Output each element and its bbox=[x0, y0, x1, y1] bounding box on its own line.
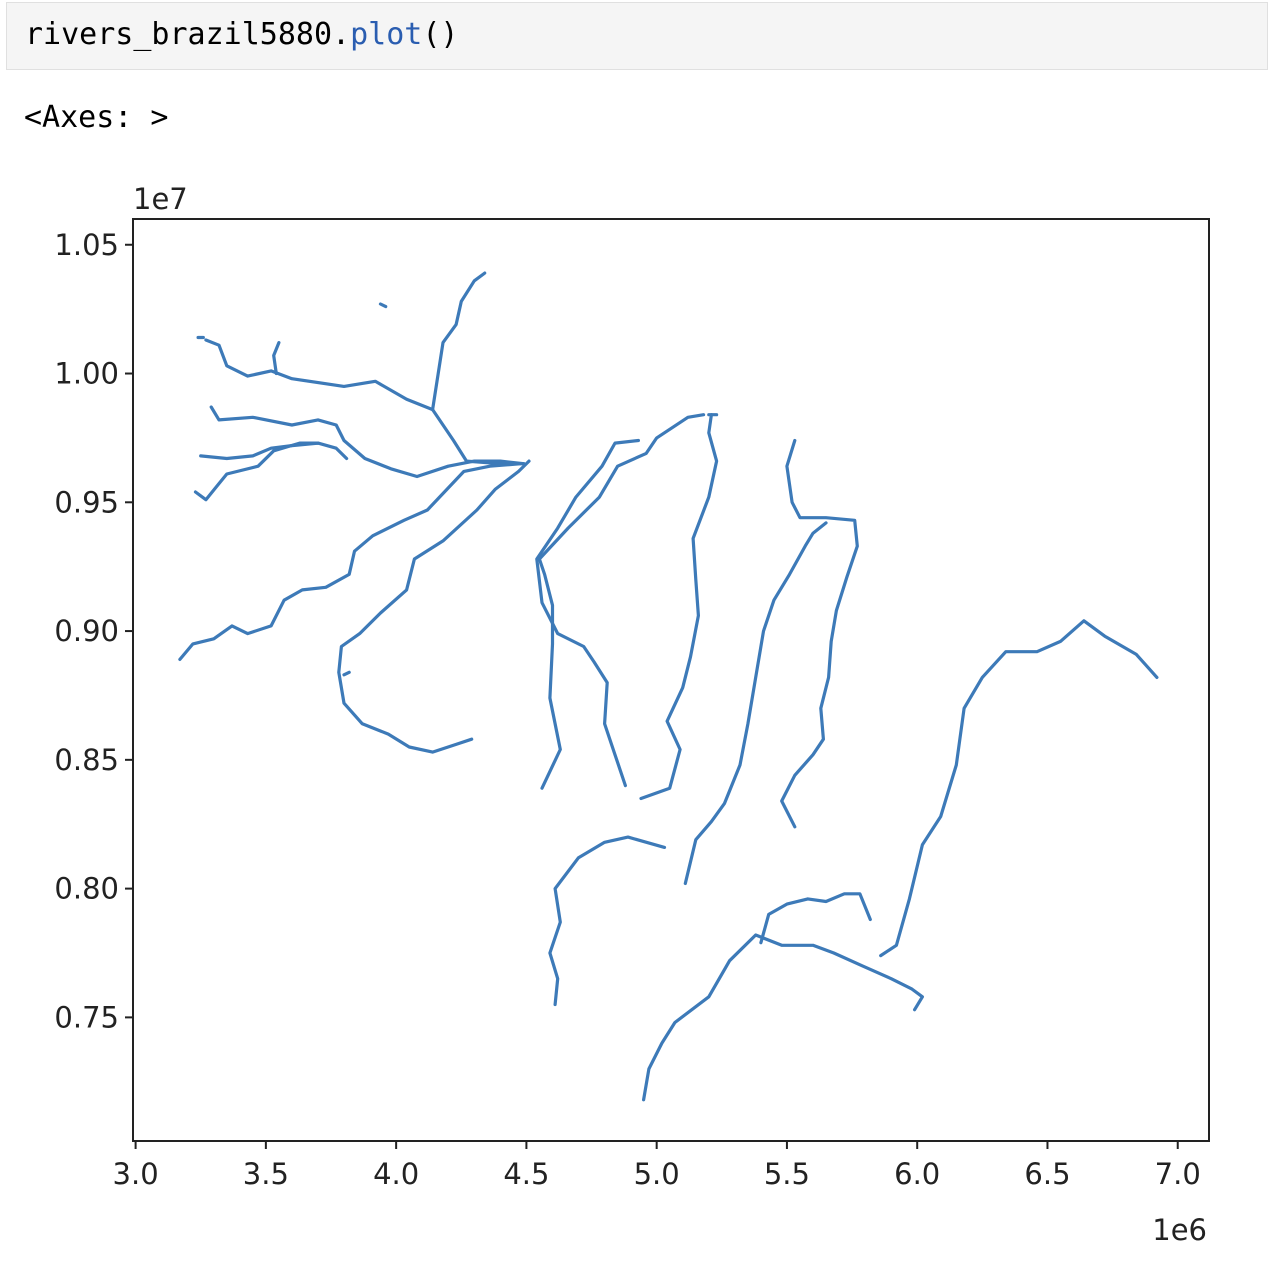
x-tick-label: 5.0 bbox=[634, 1157, 680, 1191]
x-tick-label: 3.5 bbox=[243, 1157, 289, 1191]
river-line-9 bbox=[535, 438, 641, 788]
river-line-10 bbox=[639, 413, 719, 801]
code-method-token: plot bbox=[350, 17, 423, 52]
river-lines bbox=[178, 271, 1159, 1102]
river-line-12 bbox=[780, 438, 859, 829]
river-line-11 bbox=[683, 521, 828, 886]
x-tick-label: 6.5 bbox=[1024, 1157, 1070, 1191]
river-line-1 bbox=[204, 338, 435, 412]
river-line-6 bbox=[178, 462, 523, 661]
river-line-2 bbox=[272, 341, 281, 376]
code-parens-token: () bbox=[422, 17, 459, 52]
y-tick-label: 1.05 bbox=[54, 228, 119, 262]
river-line-7 bbox=[337, 459, 531, 754]
x-tick-label: 4.5 bbox=[503, 1157, 549, 1191]
x-tick-label: 7.0 bbox=[1155, 1157, 1201, 1191]
x-tick-label: 6.0 bbox=[894, 1157, 940, 1191]
river-line-17 bbox=[342, 670, 351, 677]
rivers-plot: 3.0 3.5 4.0 4.5 5.0 5.5 6.0 6.5 7.0 0.75 0.80 0.85… bbox=[54, 182, 1210, 1247]
river-line-15 bbox=[759, 892, 872, 945]
code-object-token: rivers_brazil5880 bbox=[25, 17, 333, 52]
y-tick-label: 0.75 bbox=[54, 1000, 119, 1034]
river-line-14 bbox=[641, 933, 925, 1102]
code-dot-token: . bbox=[332, 17, 351, 52]
y-axis-ticks: 0.75 0.80 0.85 0.90 0.95 1.00 1.05 bbox=[54, 228, 133, 1034]
river-line-16 bbox=[879, 619, 1159, 958]
y-tick-label: 0.95 bbox=[54, 485, 119, 519]
x-axis-ticks: 3.0 3.5 4.0 4.5 5.0 5.5 6.0 6.5 7.0 bbox=[113, 1141, 1201, 1191]
y-offset-label: 1e7 bbox=[133, 182, 188, 216]
code-cell-input[interactable]: rivers_brazil5880.plot() bbox=[6, 2, 1268, 70]
y-tick-label: 1.00 bbox=[54, 357, 119, 391]
x-tick-label: 5.5 bbox=[764, 1157, 810, 1191]
river-line-13 bbox=[548, 835, 667, 1007]
x-tick-label: 3.0 bbox=[113, 1157, 159, 1191]
river-line-8 bbox=[537, 413, 706, 790]
code-line: rivers_brazil5880.plot() bbox=[25, 17, 458, 52]
axes-frame bbox=[132, 218, 1210, 1142]
output-repr: <Axes: > bbox=[24, 100, 169, 135]
river-line-5 bbox=[193, 441, 320, 502]
river-line-18 bbox=[378, 302, 388, 309]
x-tick-label: 4.0 bbox=[373, 1157, 419, 1191]
river-line-0 bbox=[431, 271, 526, 466]
x-offset-label: 1e6 bbox=[1152, 1213, 1207, 1247]
y-tick-label: 0.85 bbox=[54, 743, 119, 777]
river-line-3 bbox=[209, 405, 526, 479]
y-tick-label: 0.90 bbox=[54, 614, 119, 648]
y-tick-label: 0.80 bbox=[54, 872, 119, 906]
